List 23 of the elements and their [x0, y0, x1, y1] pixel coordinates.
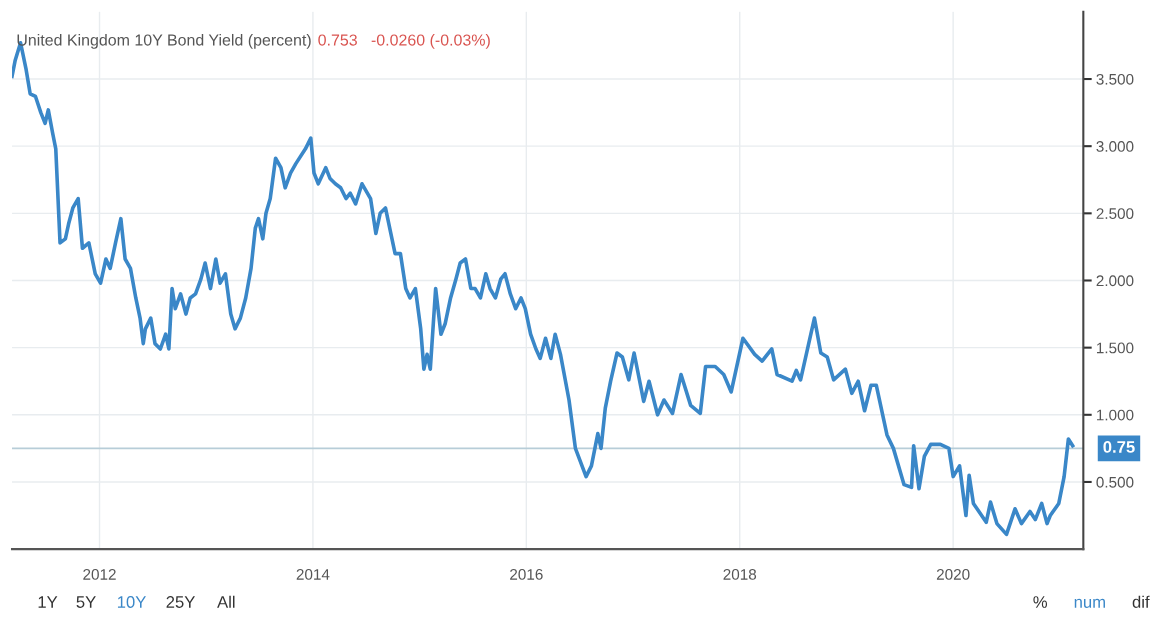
x-tick-label: 2020 — [936, 568, 970, 580]
y-tick-label: 3.000 — [1096, 141, 1134, 152]
text: dif — [1132, 595, 1150, 608]
text: 0.753 -0.0260 (-0.03%) — [318, 33, 490, 49]
ref-line-label: 0.75 — [1103, 441, 1135, 453]
y-tick-label: 0.500 — [1096, 476, 1134, 488]
x-tick-label: 2016 — [510, 568, 543, 580]
y-tick-label: 2.500 — [1096, 208, 1134, 220]
text: 25Y — [166, 596, 195, 608]
text: All — [217, 595, 235, 608]
y-tick-label: 3.500 — [1096, 73, 1134, 85]
text: % — [1033, 596, 1048, 608]
x-tick-label: 2018 — [723, 568, 757, 580]
text: 5Y — [76, 596, 96, 608]
x-tick-label: 2014 — [296, 568, 330, 580]
y-tick-label: 2.000 — [1096, 275, 1134, 287]
x-tick-label: 2012 — [83, 568, 116, 580]
text: 10Y — [117, 596, 146, 608]
text: num — [1074, 598, 1105, 608]
y-tick-label: 1.000 — [1096, 409, 1134, 421]
text: 1Y — [38, 596, 58, 608]
text: United Kingdom 10Y Bond Yield (percent) — [17, 33, 311, 49]
y-tick-label: 1.500 — [1096, 342, 1134, 354]
